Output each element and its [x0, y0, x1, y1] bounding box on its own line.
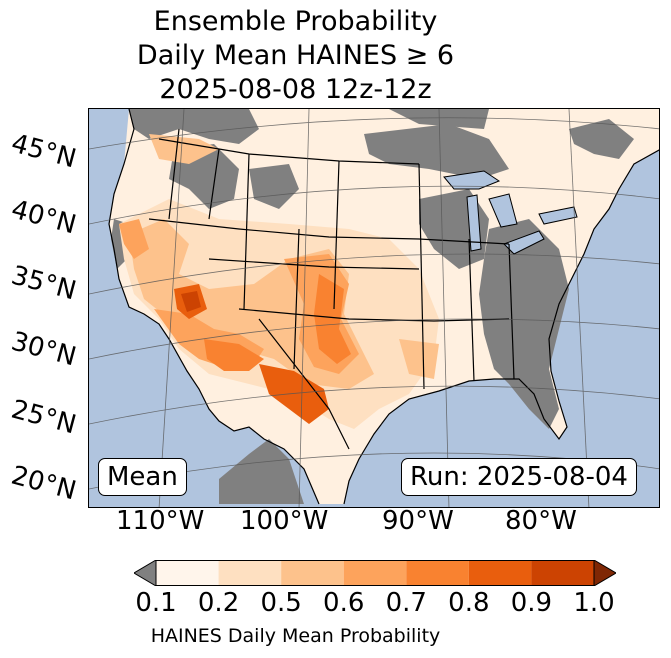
colorbar-tick-label: 1.0	[573, 588, 615, 618]
colorbar-label: HAINES Daily Mean Probability	[150, 625, 441, 647]
lat-label-45: 45°N	[8, 128, 80, 175]
colorbar	[134, 560, 616, 586]
colorbar-tick-label: 0.2	[197, 588, 240, 618]
lat-label-40: 40°N	[8, 194, 80, 241]
colorbar-bin	[281, 560, 344, 586]
colorbar-frame	[155, 560, 595, 586]
probability-shading	[119, 134, 439, 429]
colorbar-tick-label: 0.5	[260, 588, 302, 618]
colorbar-tick-label: 0.9	[510, 588, 553, 618]
title-line-2: Daily Mean HAINES ≥ 6	[136, 40, 455, 71]
colorbar-tick-label: 0.7	[385, 588, 427, 618]
mean-label-box: Mean	[98, 458, 187, 496]
colorbar-under-arrow	[134, 560, 157, 586]
colorbar-bin	[406, 560, 469, 586]
title-line-3: 2025-08-08 12z-12z	[159, 74, 432, 105]
colorbar-bin	[218, 560, 282, 586]
lat-label-20: 20°N	[8, 460, 80, 507]
graticule	[89, 109, 659, 507]
colorbar-tick-label: 0.6	[323, 588, 365, 618]
boundary-lines	[108, 109, 659, 505]
colorbar-bin	[531, 560, 594, 586]
colorbar-tick-label: 0.8	[448, 588, 490, 618]
lon-label-110: 110°W	[116, 506, 205, 536]
run-date-box: Run: 2025-08-04	[401, 458, 637, 496]
colorbar-bin	[343, 560, 407, 586]
colorbar-bin	[468, 560, 532, 586]
colorbar-over-arrow	[593, 560, 616, 586]
lat-label-30: 30°N	[8, 326, 80, 373]
lon-label-100: 100°W	[240, 506, 329, 536]
title-line-1: Ensemble Probability	[153, 6, 438, 37]
great-lakes	[443, 170, 578, 255]
colorbar-tick-label: 0.1	[135, 588, 177, 618]
colorbar-bin	[156, 560, 219, 586]
lon-label-90: 90°W	[382, 506, 454, 536]
lat-label-25: 25°N	[8, 394, 80, 441]
lat-label-35: 35°N	[8, 260, 80, 307]
probability-map	[88, 108, 660, 508]
lon-label-80: 80°W	[505, 506, 577, 536]
